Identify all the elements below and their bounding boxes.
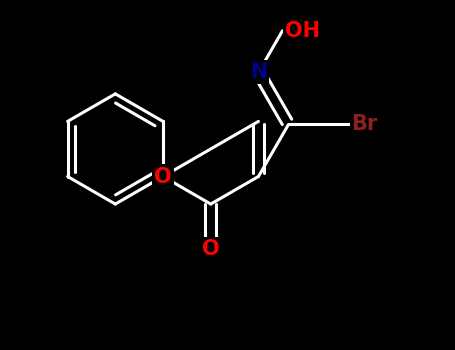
Text: O: O — [202, 239, 220, 259]
Text: Br: Br — [352, 114, 378, 134]
Text: N: N — [250, 62, 267, 82]
Text: O: O — [154, 167, 172, 187]
Text: OH: OH — [285, 21, 320, 41]
